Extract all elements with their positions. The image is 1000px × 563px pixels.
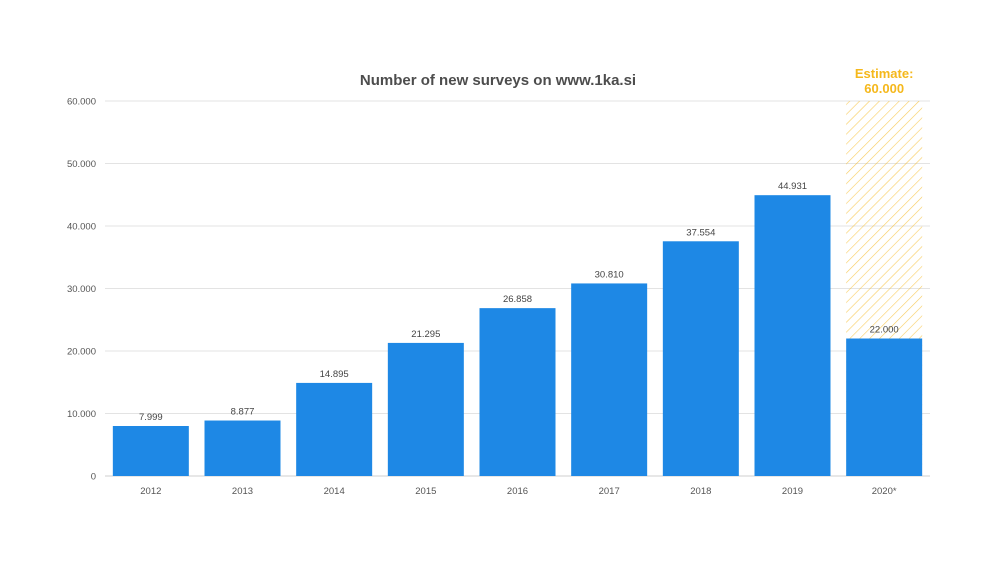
- bar-value-label: 8.877: [231, 407, 255, 418]
- estimate-value: 60.000: [864, 81, 904, 96]
- bar-value-label: 30.810: [595, 269, 624, 280]
- bar: [296, 382, 373, 476]
- estimate-label: Estimate:: [855, 66, 914, 81]
- bars: [112, 195, 923, 476]
- x-tick-label: 2017: [599, 486, 620, 497]
- data-labels: 7.999 8.877 14.895 21.295 26.858 30.810 37.554…: [139, 181, 899, 423]
- bar: [754, 195, 831, 476]
- bar: [387, 342, 464, 476]
- bar: [846, 338, 923, 476]
- bar-value-label: 26.858: [503, 294, 532, 305]
- y-tick-label: 50.000: [67, 159, 96, 170]
- y-tick-label: 40.000: [67, 222, 96, 233]
- bar: [662, 241, 739, 476]
- bar: [479, 308, 556, 476]
- bar: [112, 426, 189, 476]
- y-tick-label: 20.000: [67, 347, 96, 358]
- x-tick-label: 2019: [782, 486, 803, 497]
- bar: [571, 283, 648, 476]
- bar-value-label: 44.931: [778, 181, 807, 192]
- x-tick-label: 2015: [415, 486, 436, 497]
- x-axis-ticks: 2012 2013 2014 2015 2016 2017 2018 2019 2020*: [140, 486, 897, 497]
- y-tick-label: 0: [91, 472, 96, 483]
- x-tick-label: 2013: [232, 486, 253, 497]
- x-tick-label: 2014: [324, 486, 345, 497]
- bar-value-label: 7.999: [139, 412, 163, 423]
- bar: [204, 420, 281, 476]
- y-tick-label: 10.000: [67, 409, 96, 420]
- x-tick-label: 2016: [507, 486, 528, 497]
- bar-value-label: 22.000: [870, 325, 899, 336]
- bar-value-label: 37.554: [686, 227, 715, 238]
- bar-value-label: 21.295: [411, 329, 440, 340]
- y-axis-ticks: 0 10.000 20.000 30.000 40.000 50.000 60.000: [67, 97, 96, 483]
- chart-title: Number of new surveys on www.1ka.si: [360, 72, 636, 89]
- bar-value-label: 14.895: [320, 369, 349, 380]
- x-tick-label: 2020*: [872, 486, 897, 497]
- y-tick-label: 30.000: [67, 284, 96, 295]
- x-tick-label: 2012: [140, 486, 161, 497]
- y-tick-label: 60.000: [67, 97, 96, 108]
- x-tick-label: 2018: [690, 486, 711, 497]
